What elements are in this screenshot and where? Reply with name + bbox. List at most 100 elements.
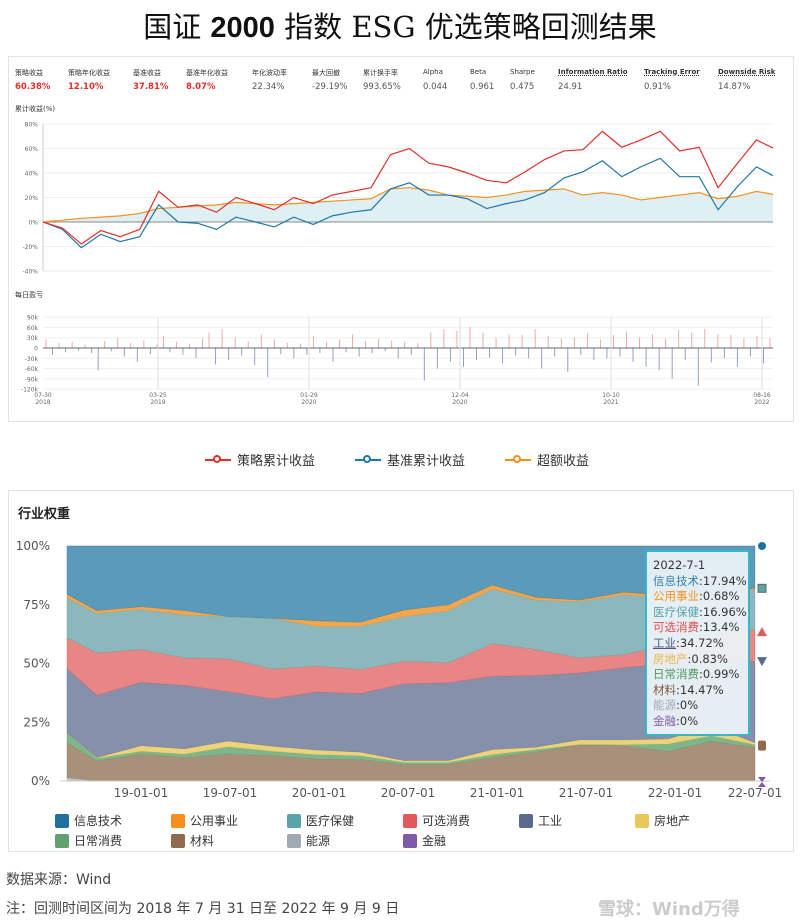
y-tick-label: -120k: [21, 387, 39, 394]
tooltip-item: 能源:0%: [653, 698, 748, 714]
metric-value: 37.81%: [133, 82, 169, 92]
marker-hourglass-icon: [758, 777, 766, 787]
y-tick-label: 40%: [25, 171, 39, 178]
x-tick-label: 12-04: [451, 392, 469, 399]
legend-item[interactable]: 日常消费: [55, 832, 171, 849]
x-tick-label: 08-16: [753, 392, 771, 399]
x-tick-label: 03-25: [149, 392, 167, 399]
y-tick-label: 25%: [23, 715, 50, 729]
tooltip-item-value: 17.94%: [702, 573, 747, 588]
legend-item[interactable]: 医疗保健: [287, 812, 403, 829]
data-source: 数据来源：Wind: [6, 872, 112, 888]
series-line: [42, 187, 774, 223]
tooltip-item-sep: :: [687, 651, 692, 666]
tooltip-item: 可选消费:13.4%: [653, 620, 748, 636]
tooltip-item: 金融:0%: [653, 714, 748, 730]
legend-item[interactable]: 材料: [171, 832, 287, 849]
series-line: [42, 130, 774, 245]
series-line: [42, 157, 774, 249]
metric-label: 年化波动率: [252, 69, 287, 77]
legend-item[interactable]: 工业: [519, 812, 635, 829]
tooltip-item-name: 医疗保健: [653, 604, 699, 619]
area-tooltip: 2022-7-1 信息技术:17.94% 公用事业:0.68% 医疗保健:16.96…: [645, 550, 750, 736]
tooltip-item-value: 16.96%: [702, 604, 747, 619]
y-tick-label: 80%: [25, 122, 39, 129]
tooltip-item: 信息技术:17.94%: [653, 574, 748, 590]
tooltip-item-value: 34.72%: [679, 635, 724, 650]
x-tick-label: 07-30: [34, 392, 52, 399]
metric-label: 累计换手率: [363, 69, 398, 77]
tooltip-item-sep: :: [676, 635, 680, 650]
marker-circle-icon: [758, 542, 766, 550]
metric-label: 策略收益: [15, 69, 43, 77]
tooltip-item-name: 房地产: [653, 651, 688, 666]
x-tick-label: 19-01-01: [114, 786, 168, 800]
legend-item[interactable]: 能源: [287, 832, 403, 849]
backtest-panel: [8, 56, 794, 422]
area-legend: 信息技术 公用事业 医疗保健 可选消费 工业 房地产日常消费 材料 能源 金融: [55, 812, 785, 849]
legend-item[interactable]: 基准累计收益: [355, 450, 465, 469]
y-tick-label: -30k: [25, 356, 39, 363]
cum-return-title: 累计收益(%): [15, 105, 56, 113]
legend-swatch-icon: [635, 813, 649, 828]
y-tick-label: 20%: [25, 195, 39, 202]
tooltip-item-sep: :: [676, 682, 680, 697]
legend-item[interactable]: 公用事业: [171, 812, 287, 829]
industry-weight-title: 行业权重: [18, 507, 71, 522]
marker-square-icon: [757, 583, 767, 593]
tooltip-item-sep: :: [676, 698, 680, 713]
metric-label: Tracking Error: [644, 68, 700, 76]
x-tick-year: 2019: [150, 399, 165, 406]
title-text-rest: 指数 ESG 优选策略回测结果: [274, 10, 657, 44]
tooltip-item-sep: :: [699, 620, 703, 635]
y-tick-label: 30k: [27, 335, 39, 342]
y-tick-label: 0%: [28, 220, 38, 227]
x-tick-label: 20-07-01: [381, 786, 435, 800]
tooltip-item-value: 0.83%: [691, 651, 728, 666]
tooltip-item-value: 0.68%: [702, 589, 740, 604]
metric-value: 8.07%: [186, 82, 216, 92]
x-tick-label: 21-07-01: [559, 786, 613, 800]
legend-swatch-icon: [171, 833, 185, 848]
y-tick-label: 100%: [16, 539, 50, 553]
tooltip-item-name: 金融: [653, 713, 676, 728]
legend-label: 医疗保健: [306, 814, 355, 828]
line-legend: 策略累计收益 基准累计收益 超额收益: [205, 450, 589, 469]
x-tick-label: 20-01-01: [292, 786, 346, 800]
legend-swatch-icon: [55, 833, 69, 848]
title-text: 国证: [143, 10, 211, 44]
y-tick-label: -40%: [22, 269, 38, 276]
legend-swatch-icon: [287, 813, 301, 828]
title-number: 2000: [210, 12, 275, 44]
legend-item[interactable]: 房地产: [635, 812, 751, 829]
metric-value: 0.475: [510, 82, 535, 92]
tooltip-item: 房地产:0.83%: [653, 652, 748, 668]
x-tick-year: 2020: [301, 399, 316, 406]
legend-marker-icon: [205, 454, 231, 463]
x-tick-year: 2020: [452, 399, 467, 406]
tooltip-item-value: 13.4%: [702, 620, 740, 635]
tooltip-item-name: 工业: [653, 635, 676, 650]
legend-item[interactable]: 策略累计收益: [205, 450, 315, 469]
legend-item[interactable]: 信息技术: [55, 812, 171, 829]
y-tick-label: -20%: [22, 244, 38, 251]
tooltip-item: 材料:14.47%: [653, 683, 748, 699]
tooltip-item: 日常消费:0.99%: [653, 667, 748, 683]
legend-item[interactable]: 超额收益: [505, 450, 589, 469]
tooltip-item-name: 可选消费: [653, 620, 699, 635]
legend-item[interactable]: 金融: [403, 832, 519, 849]
legend-label: 基准累计收益: [387, 454, 466, 469]
tooltip-item-sep: :: [699, 604, 703, 619]
marker-triangle-up-icon: [757, 627, 767, 637]
x-tick-label: 21-01-01: [470, 786, 524, 800]
x-tick-label: 22-01-01: [648, 786, 702, 800]
legend-swatch-icon: [171, 813, 185, 828]
metric-label: 基准收益: [133, 69, 161, 77]
watermark: 雪球：Wind万得: [598, 899, 740, 920]
metric-value: 12.10%: [68, 82, 104, 92]
y-tick-label: 75%: [23, 598, 50, 612]
x-tick-year: 2022: [754, 399, 769, 406]
legend-label: 房地产: [654, 814, 691, 828]
legend-item[interactable]: 可选消费: [403, 812, 519, 829]
